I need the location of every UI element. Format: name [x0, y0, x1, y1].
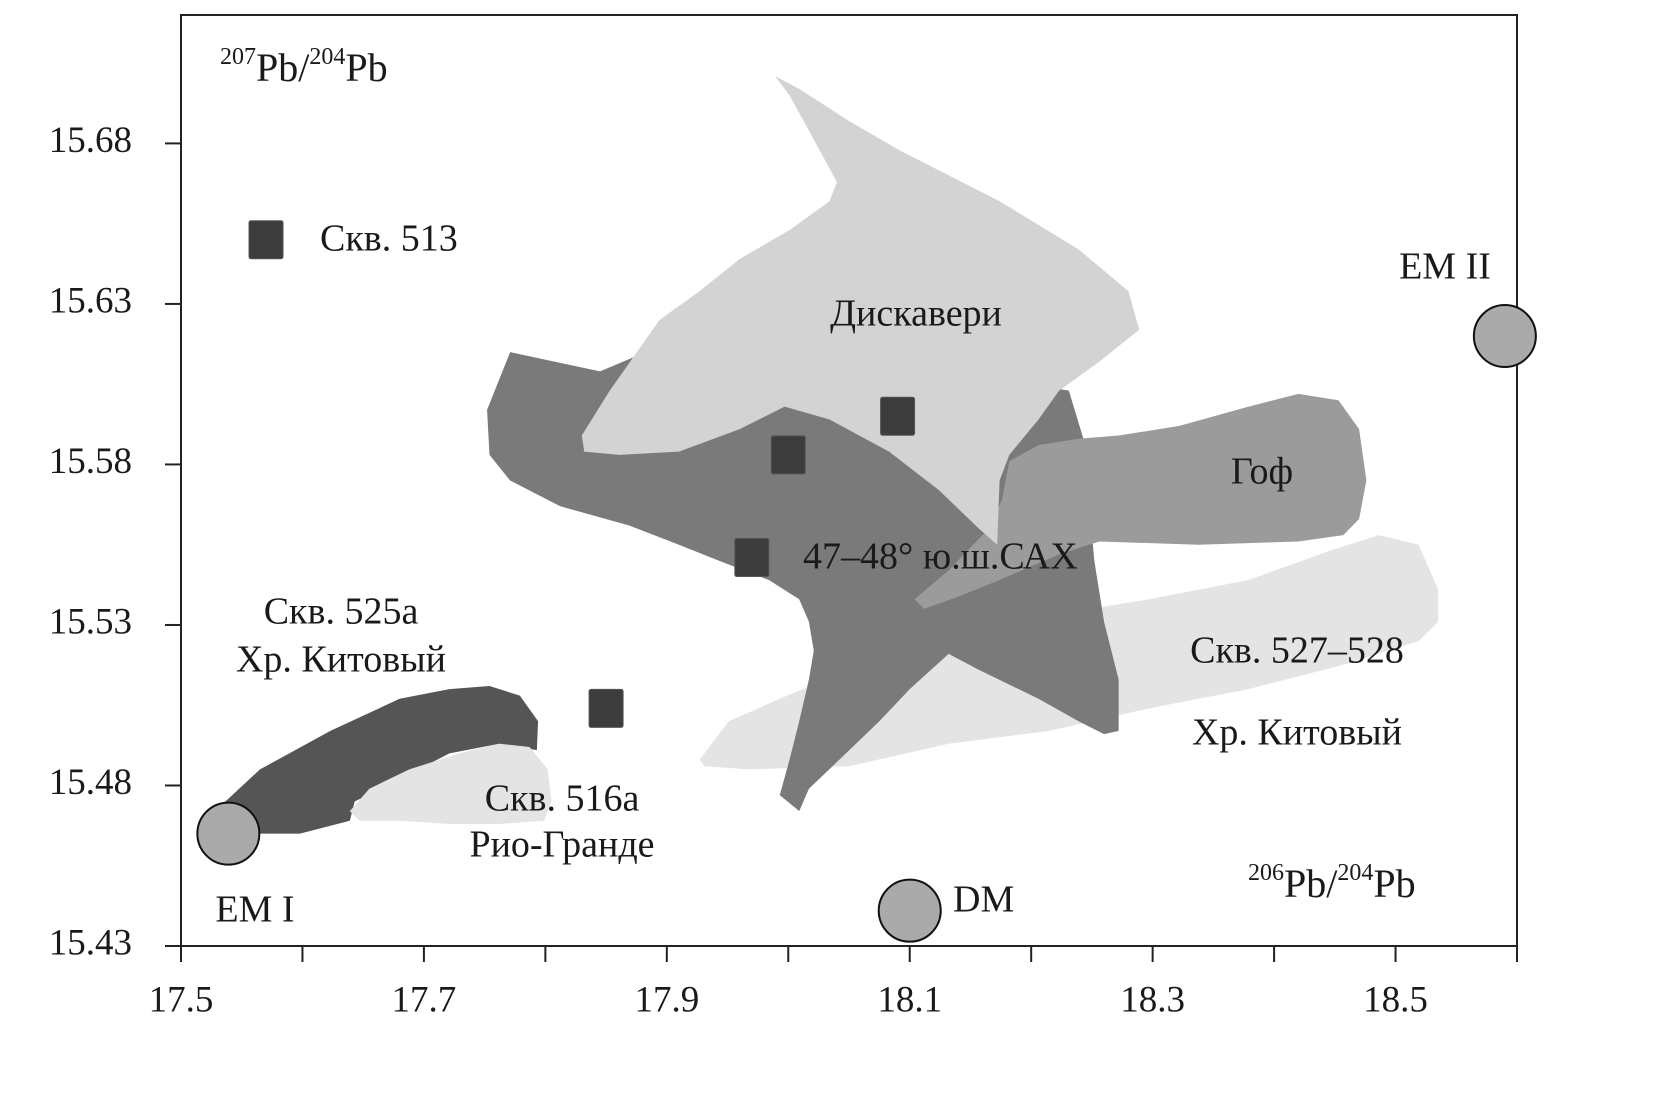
- region-label: Дискавери: [830, 293, 1002, 335]
- region-label: Скв. 525а: [264, 591, 419, 633]
- sample-square: [588, 688, 624, 728]
- region-label: Хр. Китовый: [1192, 712, 1402, 754]
- x-tick-label: 17.5: [149, 979, 214, 1020]
- end-member: [877, 878, 942, 943]
- x-axis-label: 206Pb/204Pb: [1248, 860, 1416, 907]
- y-axis-label-part: Pb: [345, 45, 387, 90]
- x-axis-label-part: 204: [1337, 860, 1373, 886]
- x-axis-label-part: 206: [1248, 860, 1284, 886]
- point-label: EM I: [215, 889, 294, 931]
- x-tick-label: 17.9: [634, 979, 699, 1020]
- region-label: Скв. 527–528: [1190, 630, 1404, 672]
- x-tick-label: 18.3: [1120, 979, 1185, 1020]
- x-tick-label: 18.5: [1363, 979, 1428, 1020]
- y-axis-label-part: 204: [309, 44, 345, 70]
- x-axis-label-part: Pb: [1373, 861, 1415, 906]
- y-axis-label-part: 207: [220, 44, 256, 70]
- x-tick-label: 17.7: [392, 979, 457, 1020]
- point-label: Скв. 513: [320, 218, 458, 260]
- y-tick-label: 15.58: [49, 441, 132, 482]
- region-label: Хр. Китовый: [236, 639, 446, 681]
- region: [581, 75, 1140, 545]
- sample-square: [880, 396, 916, 436]
- y-tick-label: 15.43: [49, 922, 132, 963]
- region-label: Скв. 516а: [485, 778, 640, 820]
- region-label: Рио-Гранде: [469, 824, 654, 866]
- y-tick-label: 15.68: [49, 120, 132, 161]
- y-axis-label: 207Pb/204Pb: [220, 44, 388, 91]
- region: [914, 393, 1367, 609]
- sample-square: [248, 220, 284, 260]
- point-label: EM II: [1399, 246, 1491, 288]
- region: [215, 685, 539, 834]
- region: [349, 743, 552, 825]
- y-tick-label: 15.48: [49, 762, 132, 803]
- y-tick-label: 15.53: [49, 601, 132, 642]
- end-member: [1472, 304, 1537, 369]
- plot-frame: [180, 14, 1518, 947]
- point-label: DM: [953, 879, 1014, 921]
- sample-square: [770, 435, 806, 475]
- region-label: Гоф: [1231, 451, 1293, 493]
- x-tick-label: 18.1: [877, 979, 942, 1020]
- region-label: 47–48° ю.ш.САХ: [803, 536, 1078, 578]
- end-member: [196, 801, 261, 866]
- x-axis-label-part: Pb/: [1284, 861, 1338, 906]
- sample-square: [734, 538, 770, 578]
- y-axis-label-part: Pb/: [256, 45, 310, 90]
- y-tick-label: 15.63: [49, 280, 132, 321]
